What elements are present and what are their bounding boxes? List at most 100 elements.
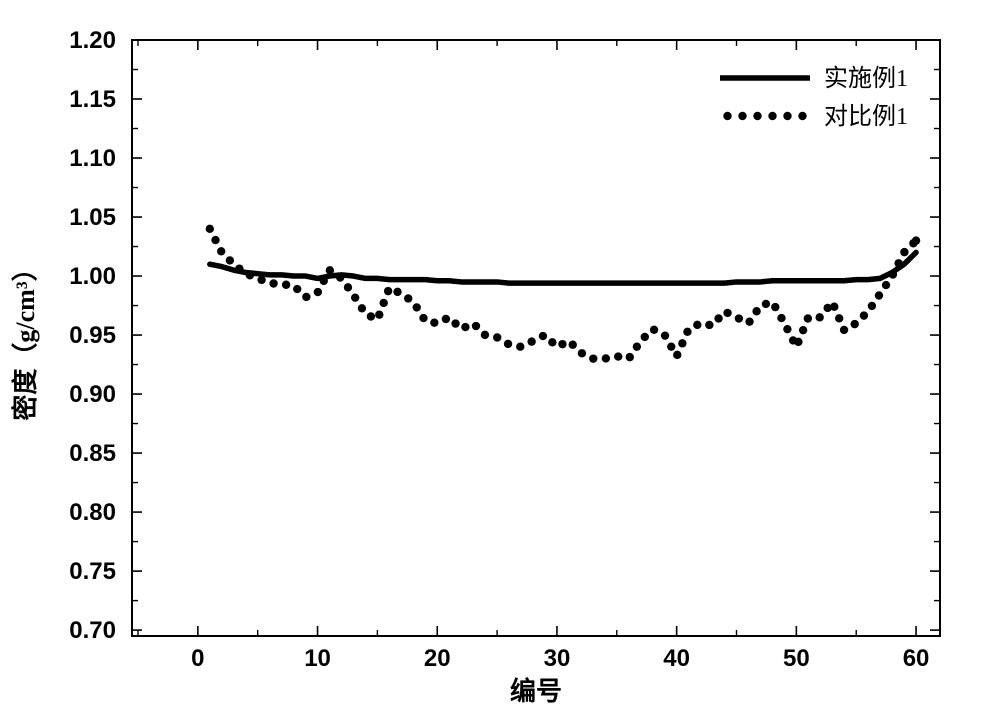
x-axis-label: 编号 <box>510 676 562 706</box>
series-dot <box>206 225 214 233</box>
series-dot <box>783 325 791 333</box>
series-dot <box>336 273 344 281</box>
y-tick-label: 0.95 <box>69 322 116 349</box>
series-dot <box>835 314 843 322</box>
series-dot <box>548 338 556 346</box>
series-dot <box>451 319 459 327</box>
series-dot <box>830 303 838 311</box>
series-dot <box>442 315 450 323</box>
series-dot <box>626 353 634 361</box>
series-dot <box>705 321 713 329</box>
y-tick-label: 0.90 <box>69 381 116 408</box>
legend-sample <box>798 112 806 120</box>
series-dot <box>667 342 675 350</box>
y-axis-label: 密度（g/cm³） <box>10 255 40 420</box>
series-dot <box>723 309 731 317</box>
density-chart: 01020304050600.700.750.800.850.900.951.0… <box>0 0 991 727</box>
series-dot <box>481 331 489 339</box>
series-dot <box>504 340 512 348</box>
series-dot <box>461 323 469 331</box>
series-dot <box>320 277 328 285</box>
legend-sample <box>783 112 791 120</box>
series-dot <box>358 304 366 312</box>
series-dot <box>326 266 334 274</box>
series-dot <box>419 314 427 322</box>
plot-frame <box>132 40 940 636</box>
y-tick-label: 1.15 <box>69 86 116 113</box>
legend-sample <box>768 112 776 120</box>
y-tick-label: 0.75 <box>69 558 116 585</box>
series-dot <box>314 288 322 296</box>
chart-svg: 01020304050600.700.750.800.850.900.951.0… <box>0 0 991 727</box>
series-dot <box>840 326 848 334</box>
series-dot <box>794 338 802 346</box>
series-dot <box>569 341 577 349</box>
legend-label: 对比例1 <box>824 103 908 130</box>
series-dot <box>745 317 753 325</box>
series-dot <box>752 307 760 315</box>
x-tick-label: 20 <box>424 645 451 672</box>
series-dot <box>602 354 610 362</box>
series-dot <box>413 303 421 311</box>
series-dot <box>302 293 310 301</box>
series-dot <box>693 321 701 329</box>
series-dot <box>493 333 501 341</box>
series-dot <box>235 264 243 272</box>
series-dot <box>762 300 770 308</box>
series-dot <box>269 279 277 287</box>
series-dot <box>799 326 807 334</box>
x-tick-label: 30 <box>544 645 571 672</box>
series-dot <box>804 314 812 322</box>
series-dot <box>246 271 254 279</box>
series-dot <box>777 314 785 322</box>
series-dot <box>815 313 823 321</box>
y-tick-label: 1.10 <box>69 145 116 172</box>
series-dot <box>661 331 669 339</box>
series-dot <box>875 291 883 299</box>
series-dot <box>257 276 265 284</box>
series-dot <box>282 281 290 289</box>
series-dot <box>673 351 681 359</box>
series-dot <box>889 270 897 278</box>
series-dot <box>430 318 438 326</box>
legend-label: 实施例1 <box>824 65 908 92</box>
series-dot <box>882 281 890 289</box>
series-line <box>210 252 916 283</box>
y-tick-label: 1.05 <box>69 204 116 231</box>
legend-sample <box>738 112 746 120</box>
x-tick-label: 0 <box>191 645 204 672</box>
x-tick-label: 10 <box>304 645 331 672</box>
x-tick-label: 40 <box>663 645 690 672</box>
series-dot <box>614 352 622 360</box>
series-dot <box>472 322 480 330</box>
series-dot <box>380 299 388 307</box>
series-dot <box>868 302 876 310</box>
y-tick-label: 0.80 <box>69 499 116 526</box>
series-dot <box>404 294 412 302</box>
x-tick-label: 50 <box>783 645 810 672</box>
y-tick-label: 1.00 <box>69 263 116 290</box>
series-dot <box>344 283 352 291</box>
series-dot <box>226 256 234 264</box>
series-dot <box>678 339 686 347</box>
series-dot <box>539 332 547 340</box>
series-dot <box>527 337 535 345</box>
legend-sample <box>753 112 761 120</box>
legend-sample <box>723 112 731 120</box>
series-dot <box>578 349 586 357</box>
series-dot <box>650 326 658 334</box>
y-tick-label: 1.20 <box>69 27 116 54</box>
series-dot <box>633 342 641 350</box>
series-dot <box>393 288 401 296</box>
series-dot <box>516 343 524 351</box>
series-dot <box>384 287 392 295</box>
series-dot <box>351 293 359 301</box>
series-dot <box>217 247 225 255</box>
series-dot <box>211 236 219 244</box>
series-dot <box>900 248 908 256</box>
series-dot <box>375 311 383 319</box>
series-dot <box>558 340 566 348</box>
series-dot <box>894 259 902 267</box>
y-tick-label: 0.85 <box>69 440 116 467</box>
series-dot <box>860 311 868 319</box>
